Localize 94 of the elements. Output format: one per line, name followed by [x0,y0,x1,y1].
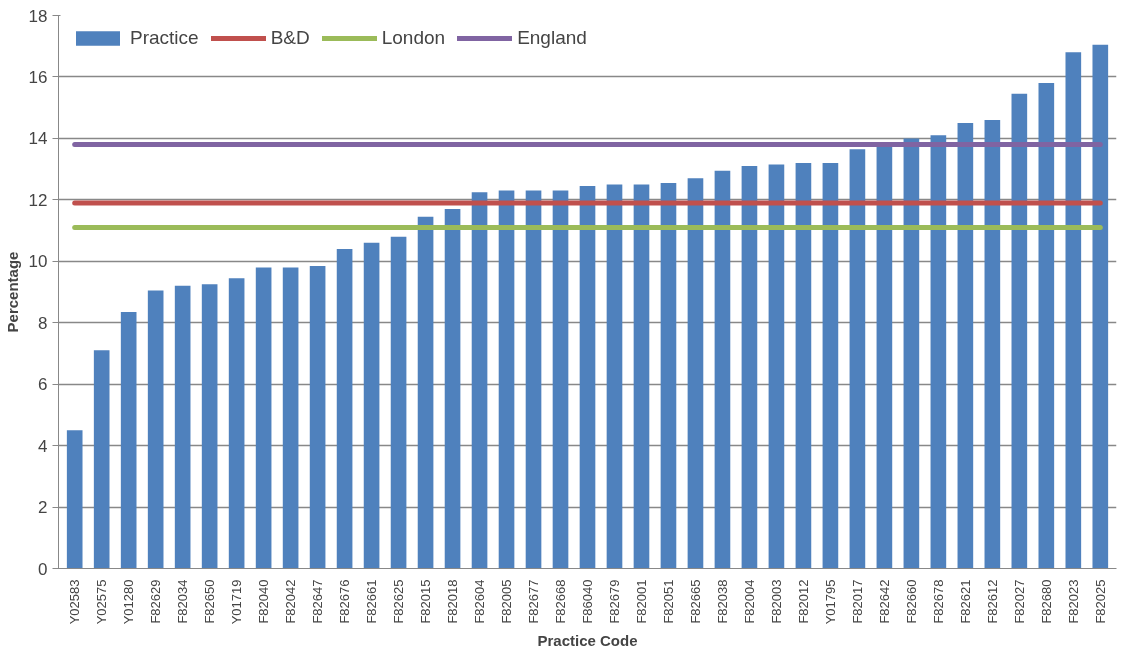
bar [201,284,218,569]
bar [444,209,461,569]
bar [336,248,353,569]
bar [228,278,245,569]
x-tick-label: F82678 [930,579,946,624]
x-tick-label: F82647 [310,579,326,624]
bar [1065,52,1082,569]
bar [174,285,191,569]
legend-label: Practice [130,27,199,49]
bar [390,236,407,569]
x-tick-label: F82660 [903,579,919,624]
bar [255,267,272,569]
x-tick-label: F82034 [175,579,191,624]
x-tick-label: F82012 [795,579,811,624]
y-tick-label: 6 [38,375,48,395]
bar [282,267,299,569]
x-tick-label: F82665 [687,579,703,624]
bar [741,166,758,569]
x-tick-label: F82625 [391,579,407,624]
x-tick-label: Y02583 [67,579,83,625]
x-tick-label: F82001 [633,579,649,624]
x-tick-label: F82604 [472,579,488,624]
x-tick-label: F82018 [445,579,461,624]
y-tick-label: 10 [28,252,48,272]
bar [822,162,839,569]
bar [957,123,974,569]
bar [552,190,569,569]
y-tick-label: 18 [28,6,48,26]
bar [525,190,542,569]
bar [471,192,488,569]
bar [93,350,110,569]
x-tick-label: F82015 [418,579,434,624]
bar [768,164,785,569]
x-tick-label: F82680 [1038,579,1054,624]
x-tick-label: F82650 [202,579,218,624]
x-tick-label: F82027 [1011,579,1027,624]
legend-label: England [517,27,587,49]
x-tick-label: F82629 [148,579,164,624]
x-tick-label: F82004 [741,579,757,624]
x-tick-label: F82679 [606,579,622,624]
x-tick-label: Y01280 [121,579,137,625]
bar [417,216,434,569]
x-tick-label: F82676 [337,579,353,624]
x-tick-label: F82005 [499,579,515,624]
x-tick-label: F82042 [283,579,299,624]
x-tick-label: F82017 [849,579,865,624]
bar [984,119,1001,569]
y-axis-title: Percentage [3,251,21,333]
bar [66,430,83,569]
x-tick-label: F82003 [768,579,784,624]
y-tick-label: 8 [38,313,48,333]
x-tick-label: F82038 [714,579,730,624]
legend-label: B&D [270,27,310,49]
bar [633,184,650,569]
x-tick-label: F82677 [526,579,542,624]
bar [903,138,920,569]
x-tick-label: F82668 [553,579,569,624]
bar [876,144,893,569]
x-tick-label: F82661 [364,579,380,624]
x-tick-label: F82642 [876,579,892,624]
x-tick-label: F82025 [1092,579,1108,624]
bar [930,135,947,569]
x-tick-label: Y01795 [822,579,838,625]
x-tick-label: F82612 [984,579,1000,624]
legend-label: London [381,27,446,49]
bar [849,149,866,569]
bar [714,170,731,569]
y-tick-label: 14 [28,129,48,149]
bar [1092,44,1109,569]
x-tick-label: F82040 [256,579,272,624]
x-tick-label: Y02575 [94,579,110,625]
bar [120,311,137,569]
x-tick-label: F82051 [660,579,676,624]
bar [363,242,380,569]
x-tick-label: F82023 [1065,579,1081,624]
bar [687,178,704,569]
x-tick-label: F86040 [580,579,595,624]
bar [579,186,596,569]
y-tick-label: 12 [28,190,48,210]
bar [606,184,623,569]
bar [1038,83,1055,569]
x-tick-label: Y01719 [229,579,245,625]
x-axis-title: Practice Code [537,632,638,650]
y-tick-label: 16 [28,67,48,87]
bar [498,190,515,569]
bar [795,162,812,569]
y-tick-label: 0 [38,559,48,579]
bar [309,265,326,569]
bar [147,290,164,569]
y-tick-label: 2 [38,498,48,518]
bar [1011,93,1028,569]
bar [660,182,677,569]
y-tick-label: 4 [38,436,48,456]
x-tick-label: F82621 [957,579,973,624]
